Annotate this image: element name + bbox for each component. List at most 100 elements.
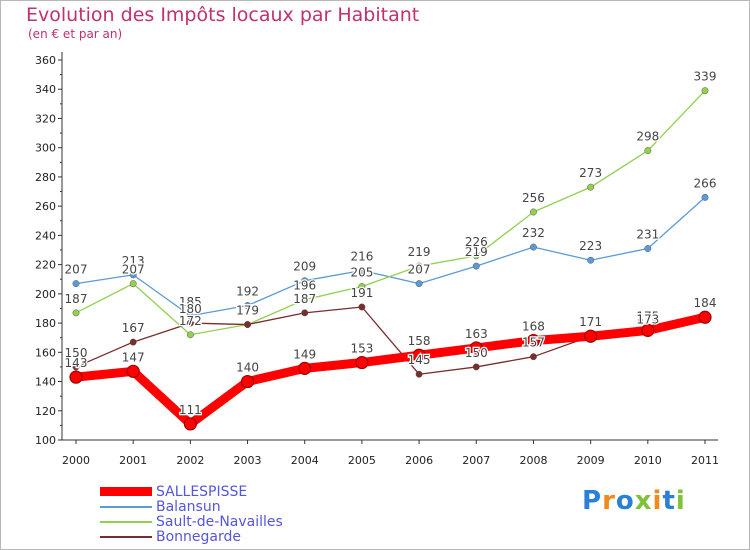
data-point: [186, 312, 194, 320]
data-point: [129, 338, 137, 346]
data-label: 231: [636, 228, 659, 242]
data-label: 180: [179, 302, 202, 316]
data-label: 150: [465, 346, 488, 360]
chart-title: Evolution des Impôts locaux par Habitant: [26, 4, 420, 26]
data-label: 184: [694, 296, 717, 310]
data-point: [301, 277, 309, 285]
logo-letter: o: [615, 486, 635, 516]
data-label: 157: [522, 336, 545, 350]
legend-swatch: [100, 505, 152, 508]
legend-item: SALLESPISSE: [100, 484, 283, 500]
y-tick-label: 300: [35, 142, 56, 155]
data-label: 172: [179, 314, 202, 328]
data-point: [183, 417, 197, 431]
data-point: [415, 280, 423, 288]
data-point: [240, 374, 255, 389]
data-label: 232: [522, 226, 545, 240]
data-label: 173: [636, 312, 659, 326]
y-tick-label: 320: [35, 112, 56, 125]
data-label: 219: [408, 245, 431, 259]
logo-letter: i: [652, 486, 663, 516]
x-tick-label: 2001: [119, 454, 147, 467]
proxiti-logo: Proxiti: [582, 486, 686, 516]
data-point: [355, 355, 369, 370]
x-tick-label: 2004: [291, 454, 319, 467]
data-label: 158: [408, 334, 431, 348]
data-point: [358, 303, 366, 311]
data-point: [587, 256, 595, 264]
legend-item: Sault-de-Navailles: [100, 513, 283, 530]
series-balansun: [72, 193, 709, 320]
legend-swatch: [100, 520, 152, 523]
data-label: 140: [236, 361, 259, 375]
x-tick-label: 2007: [462, 454, 490, 467]
logo-letter: r: [602, 486, 616, 516]
data-point: [530, 208, 537, 216]
data-point: [584, 329, 598, 343]
data-label: 179: [236, 304, 259, 318]
data-label: 187: [65, 292, 88, 306]
y-tick-label: 220: [35, 259, 56, 272]
data-point: [186, 331, 194, 339]
data-label: 256: [522, 191, 545, 205]
data-point: [72, 309, 80, 317]
data-point: [415, 262, 423, 270]
data-point: [701, 87, 709, 95]
data-label: 149: [293, 347, 316, 361]
y-tick-label: 140: [35, 376, 56, 389]
legend-label: Sault-de-Navailles: [156, 513, 283, 530]
data-point: [587, 183, 595, 191]
x-tick-label: 2003: [234, 454, 262, 467]
data-point: [358, 267, 366, 274]
data-point: [698, 310, 712, 324]
y-tick-label: 340: [35, 83, 56, 96]
logo-letter: i: [675, 486, 686, 516]
data-point: [415, 370, 423, 378]
data-point: [358, 283, 366, 290]
data-point: [126, 364, 140, 378]
data-point: [129, 280, 137, 288]
y-tick-label: 240: [35, 229, 56, 242]
data-label: 150: [65, 346, 88, 360]
data-label: 209: [293, 260, 316, 274]
series-line: [75, 90, 706, 336]
data-point: [72, 280, 80, 288]
legend-item: Bonnegarde: [100, 529, 283, 545]
data-label: 226: [465, 235, 488, 249]
data-label: 111: [179, 403, 202, 417]
data-point: [644, 147, 652, 155]
data-point: [244, 302, 251, 309]
data-point: [526, 334, 541, 348]
data-label: 185: [179, 295, 202, 309]
data-label: 147: [122, 350, 145, 364]
data-point: [129, 271, 137, 279]
data-label: 219: [465, 245, 488, 259]
data-point: [472, 363, 480, 371]
y-tick-label: 280: [35, 171, 56, 184]
legend-swatch: [100, 487, 152, 496]
data-label: 273: [579, 166, 602, 180]
y-tick-label: 360: [35, 54, 56, 67]
data-label: 171: [579, 315, 602, 329]
data-label: 207: [408, 263, 431, 277]
data-label: 167: [122, 321, 145, 335]
data-label: 187: [293, 292, 316, 306]
data-label: 339: [694, 70, 717, 84]
data-point: [530, 243, 537, 251]
data-point: [298, 361, 312, 375]
data-point: [701, 193, 709, 201]
data-label: 213: [122, 254, 145, 268]
data-point: [472, 252, 480, 260]
y-tick-label: 120: [35, 405, 56, 418]
legend-swatch: [100, 535, 152, 538]
x-tick-label: 2000: [62, 454, 90, 467]
series-layer: [69, 87, 712, 431]
data-point: [69, 370, 83, 384]
data-point: [72, 363, 80, 371]
data-label: 205: [350, 266, 373, 280]
data-point: [641, 323, 655, 337]
data-label: 207: [65, 263, 88, 277]
logo-letter: P: [582, 486, 603, 516]
